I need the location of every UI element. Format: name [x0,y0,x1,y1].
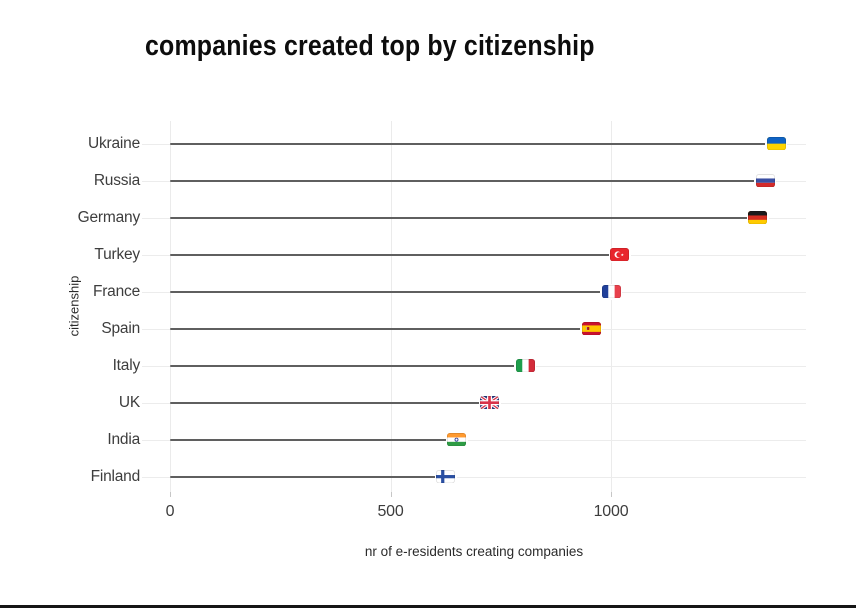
chart-title: companies created top by citizenship [145,30,595,62]
flag-italy-icon [514,357,536,374]
lollipop-stem [170,365,525,367]
lollipop-stem [170,180,766,182]
y-tick-label: UK [118,394,140,411]
lollipop-stem [170,291,611,293]
x-tick-label: 1000 [593,503,629,520]
flag-france-icon [600,283,622,300]
y-tick-label: Germany [77,209,141,226]
flag-india-icon [445,431,468,448]
row-gridline [142,476,806,478]
x-gridline [390,121,392,492]
y-axis-title: citizenship [66,275,82,337]
bottom-border-line [0,605,856,608]
flag-russia-icon [754,172,777,189]
row-gridline [142,439,806,441]
lollipop-stem [170,328,592,330]
flag-germany-icon [746,209,769,226]
flag-turkey-icon [608,246,631,263]
flag-spain-icon [580,320,603,337]
lollipop-stem [170,439,457,441]
y-tick-label: Italy [112,357,141,374]
x-tick-label: 500 [377,503,404,520]
x-tick-mark [390,492,392,497]
flag-finland-icon [434,468,457,485]
flag-uk-icon [478,394,501,411]
y-tick-label: India [107,431,140,448]
lollipop-stem [170,217,758,219]
y-tick-label: France [92,283,140,300]
lollipop-stem [170,254,620,256]
y-tick-label: Russia [93,172,140,189]
x-tick-label: 0 [165,503,175,520]
x-gridline [170,121,171,492]
flag-ukraine-icon [765,135,788,152]
lollipop-stem [170,476,446,478]
lollipop-stem [170,402,490,404]
x-tick-mark [611,492,612,497]
y-tick-label: Ukraine [87,135,140,152]
y-tick-label: Turkey [94,246,140,263]
lollipop-stem [170,143,777,145]
x-gridline [611,121,612,492]
x-tick-mark [170,492,171,497]
y-tick-label: Finland [90,468,141,485]
y-tick-label: Spain [101,320,140,337]
x-axis-title: nr of e-residents creating companies [364,544,584,559]
